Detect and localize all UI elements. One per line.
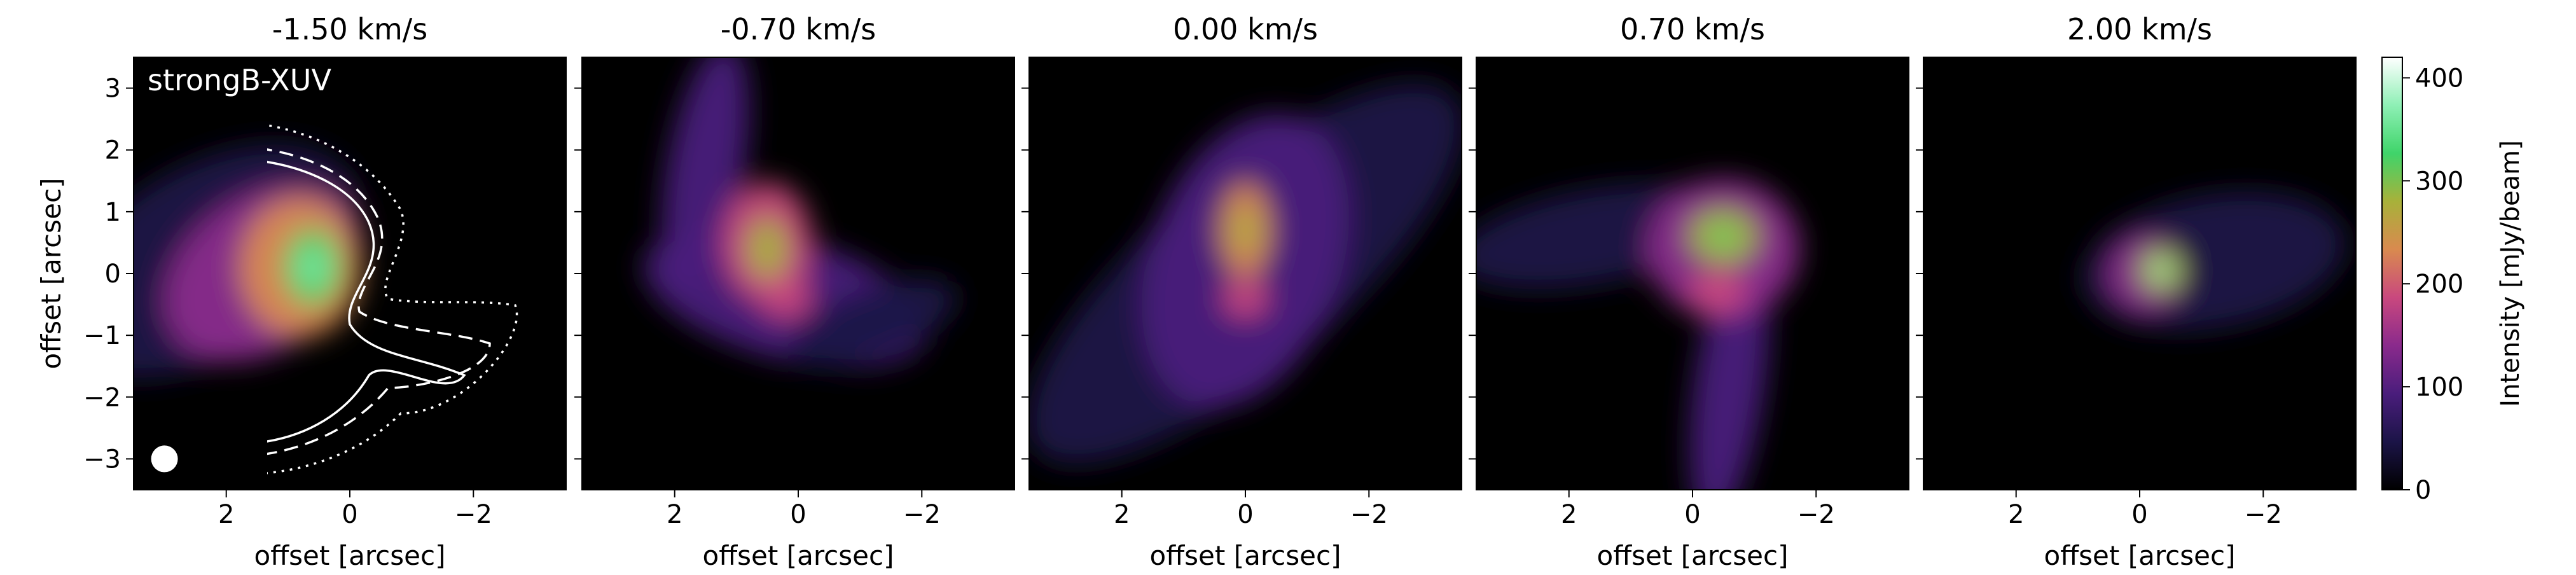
emission-map [134,144,363,378]
x-axis-label: offset [arcsec] [1597,540,1789,571]
emission-blob [2151,260,2171,281]
channel-panels: -1.50 km/s 2 0 −2 offset [arcsec] 3 2 1 0 −1 −2 −3 o… [36,12,2357,571]
x-tick-label: −2 [455,500,492,529]
emission-map [1029,83,1462,464]
x-axis-label: offset [arcsec] [703,540,894,571]
colorbar-tick-label: 100 [2415,373,2463,402]
x-axis-label: offset [arcsec] [2044,540,2236,571]
beam-marker [151,445,178,473]
channel-panel: -1.50 km/s 2 0 −2 offset [arcsec] 3 2 1 0 −1 −2 −3 o… [36,12,567,571]
x-tick-label: 0 [1684,500,1700,529]
x-tick-label: 2 [218,500,234,529]
emission-blob [760,277,812,319]
x-tick-label: 2 [667,500,682,529]
x-axis-label: offset [arcsec] [1150,540,1341,571]
x-tick-label: 0 [2131,500,2147,529]
emission-blob [747,218,788,280]
x-tick-label: −2 [1350,500,1388,529]
x-tick-label: −2 [903,500,941,529]
contour-line [267,160,466,443]
channel-title: -1.50 km/s [272,12,428,46]
y-tick-label: 3 [105,74,121,104]
emission-map [2081,191,2346,331]
colorbar-gradient [2381,57,2403,490]
x-tick-label: −2 [1797,500,1835,529]
contour-line [267,148,491,455]
colorbar-label: Intensity [mJy/beam] [2496,140,2525,406]
colorbar: 0 100 200 300 400 Intensity [mJy/beam] [2381,57,2525,505]
y-tick-label: −3 [83,445,121,474]
model-label: strongB-XUV [148,63,331,97]
channel-panel: -0.70 km/s 2 0 −2 offset [arcsec] [574,12,1015,571]
x-tick-label: 0 [790,500,806,529]
x-tick-label: 2 [1561,500,1577,529]
channel-title: 0.70 km/s [1620,12,1765,46]
x-tick-label: 2 [1114,500,1130,529]
channel-title: -0.70 km/s [721,12,876,46]
y-axis-label: offset [arcsec] [36,178,67,370]
emission-blob [1688,272,1746,313]
colorbar-tick-label: 300 [2415,167,2463,196]
colorbar-tick-label: 0 [2415,476,2431,505]
emission-blob [301,252,324,283]
x-tick-label: 0 [342,500,357,529]
channel-title: 2.00 km/s [2067,12,2212,46]
channel-panel: 0.70 km/s 2 0 −2 offset [arcsec] [1469,12,1909,571]
y-tick-label: 0 [105,260,121,289]
emission-blob [787,278,957,368]
y-tick-label: −2 [83,383,121,412]
y-tick-label: 2 [105,136,121,165]
x-tick-label: 0 [1237,500,1253,529]
emission-blob [1234,209,1257,252]
colorbar-tick-label: 400 [2415,64,2463,93]
y-tick-label: 1 [105,198,121,227]
x-tick-label: −2 [2245,500,2282,529]
x-tick-label: 2 [2008,500,2024,529]
colorbar-tick-label: 200 [2415,270,2463,299]
emission-blob [1709,225,1738,248]
emission-map [1476,179,1800,490]
x-axis-label: offset [arcsec] [254,540,446,571]
emission-blob [1223,279,1268,317]
emission-map [644,57,957,368]
channel-panel: 2.00 km/s 2 0 −2 offset [arcsec] [1916,12,2357,571]
contour-lines [267,124,518,475]
channel-panel: 0.00 km/s 2 0 −2 offset [arcsec] [1021,12,1462,571]
y-tick-label: −1 [83,321,121,350]
channel-title: 0.00 km/s [1173,12,1318,46]
